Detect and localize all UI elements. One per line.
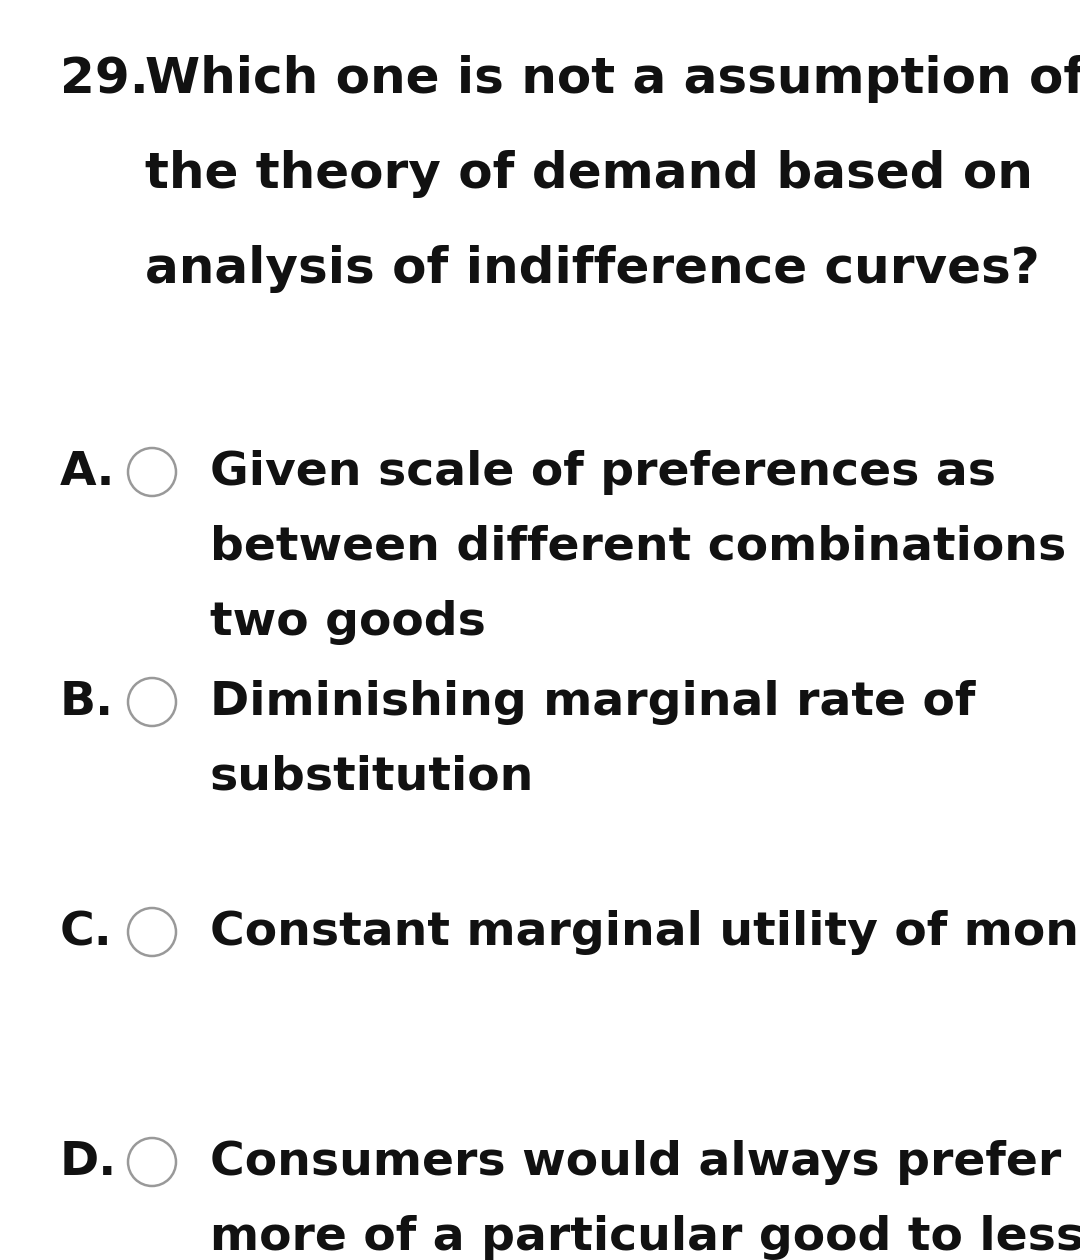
Text: D.: D. xyxy=(60,1140,118,1184)
Text: Which one is not a assumption of: Which one is not a assumption of xyxy=(145,55,1080,103)
Text: B.: B. xyxy=(60,680,114,724)
Text: C.: C. xyxy=(60,910,112,955)
Text: more of a particular good to less of: more of a particular good to less of xyxy=(210,1215,1080,1260)
Circle shape xyxy=(129,1138,176,1186)
Text: substitution: substitution xyxy=(210,755,535,800)
Text: between different combinations of: between different combinations of xyxy=(210,525,1080,570)
Circle shape xyxy=(129,449,176,496)
Text: A.: A. xyxy=(60,450,116,495)
Text: analysis of indifference curves?: analysis of indifference curves? xyxy=(145,244,1040,294)
Text: two goods: two goods xyxy=(210,600,486,645)
Text: Constant marginal utility of money: Constant marginal utility of money xyxy=(210,910,1080,955)
Text: Given scale of preferences as: Given scale of preferences as xyxy=(210,450,996,495)
Text: the theory of demand based on: the theory of demand based on xyxy=(145,150,1032,198)
Text: 29.: 29. xyxy=(60,55,149,103)
Text: Consumers would always prefer: Consumers would always prefer xyxy=(210,1140,1062,1184)
Text: Diminishing marginal rate of: Diminishing marginal rate of xyxy=(210,680,975,724)
Circle shape xyxy=(129,678,176,726)
Circle shape xyxy=(129,908,176,956)
